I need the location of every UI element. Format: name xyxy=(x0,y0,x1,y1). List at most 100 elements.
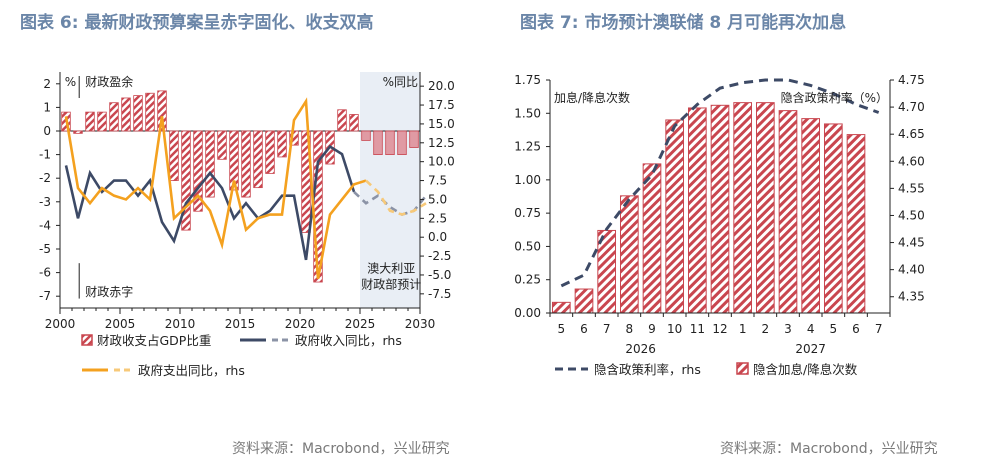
x-tick-label: 2025 xyxy=(345,317,376,331)
hike-count-bar xyxy=(778,110,798,314)
hike-count-bar xyxy=(733,102,753,314)
deficit-bar xyxy=(145,92,155,132)
right-axis-title: 隐含政策利率（%） xyxy=(781,90,888,105)
deficit-bar xyxy=(361,130,371,141)
legend-bar-swatch xyxy=(81,334,93,346)
deficit-bar xyxy=(217,130,227,160)
legend-revenue-label: 政府收入同比，rhs xyxy=(295,333,402,348)
hike-count-bar xyxy=(710,104,730,314)
x-tick-label: 6 xyxy=(852,322,860,336)
deficit-bar xyxy=(373,130,383,156)
left-axis-title: 加息/降息次数 xyxy=(554,90,630,105)
y2-tick-label: 20.0 xyxy=(428,79,455,93)
x-tick-label: 7 xyxy=(875,322,883,336)
y-tick-label: 1.75 xyxy=(514,73,541,87)
deficit-bar xyxy=(277,130,287,158)
forecast-band xyxy=(360,72,420,308)
x-tick-label: 8 xyxy=(626,322,634,336)
deficit-bar xyxy=(265,130,275,174)
y-tick-label: 1.25 xyxy=(514,140,541,154)
hike-count-bar xyxy=(801,118,821,314)
hike-count-bar xyxy=(574,288,594,314)
forecast-annotation-2: 财政部预计 xyxy=(361,277,421,292)
deficit-bar xyxy=(409,130,419,148)
deficit-bar xyxy=(205,130,215,198)
y2-tick-label: 4.35 xyxy=(898,290,925,304)
deficit-annotation: 财政赤字 xyxy=(85,284,133,299)
y2-tick-label: 4.50 xyxy=(898,208,925,222)
legend-bar-swatch xyxy=(736,362,749,375)
y-tick-label: -5 xyxy=(39,242,51,256)
y2-tick-label: 5.0 xyxy=(428,192,447,206)
deficit-bar xyxy=(121,97,131,132)
revenue-line xyxy=(64,144,356,261)
y-tick-label: -6 xyxy=(39,266,51,280)
x-tick-label: 5 xyxy=(830,322,838,336)
left-figure-title: 图表 6: 最新财政预算案呈赤字固化、收支双高 xyxy=(20,13,374,33)
y2-tick-label: 4.70 xyxy=(898,100,925,114)
x-tick-label: 10 xyxy=(667,322,682,336)
x-tick-label: 2015 xyxy=(225,317,256,331)
x-tick-label: 2 xyxy=(762,322,770,336)
right-chart: 0.00 0.25 0.50 0.75 1.00 1.25 1.50 1.75 4.35 4.40… xyxy=(514,73,925,377)
y-tick-label: -4 xyxy=(39,218,51,232)
year-label: 2027 xyxy=(795,342,826,356)
y-tick-label: 0.00 xyxy=(514,306,541,320)
y-tick-label: 0.75 xyxy=(514,206,541,220)
surplus-annotation: 财政盈余 xyxy=(85,74,133,89)
deficit-bar xyxy=(193,130,203,212)
deficit-bar xyxy=(349,114,359,132)
y2-tick-label: 4.75 xyxy=(898,73,925,87)
y2-tick-label: 7.5 xyxy=(428,174,447,188)
y2-tick-label: -7.5 xyxy=(428,287,451,301)
x-tick-label: 9 xyxy=(648,322,656,336)
legend-rate-label: 隐含政策利率，rhs xyxy=(594,362,701,377)
y2-tick-label: 0.0 xyxy=(428,230,447,244)
deficit-bar xyxy=(133,95,143,132)
deficit-bar xyxy=(157,90,167,132)
hike-count-bar xyxy=(687,107,707,314)
x-tick-label: 7 xyxy=(603,322,611,336)
deficit-bar xyxy=(73,130,83,134)
y2-tick-label: 17.5 xyxy=(428,98,455,112)
x-tick-label: 5 xyxy=(558,322,566,336)
y2-tick-label: -2.5 xyxy=(428,249,451,263)
deficit-bar xyxy=(181,130,191,231)
hike-count-bar xyxy=(755,102,775,314)
right-unit-label: %同比 xyxy=(383,75,418,89)
legend-bar-label: 隐含加息/降息次数 xyxy=(753,362,858,377)
y-tick-label: 0.50 xyxy=(514,239,541,253)
deficit-bar xyxy=(337,109,347,132)
x-tick-label: 4 xyxy=(807,322,815,336)
x-tick-label: 11 xyxy=(690,322,705,336)
y2-tick-label: 10.0 xyxy=(428,155,455,169)
deficit-bar xyxy=(397,130,407,156)
y2-tick-label: 2.5 xyxy=(428,211,447,225)
deficit-bar xyxy=(169,130,179,181)
x-tick-label: 2020 xyxy=(285,317,316,331)
y-tick-label: -3 xyxy=(39,195,51,209)
deficit-bar xyxy=(385,130,395,156)
hike-count-bar xyxy=(665,119,685,314)
y-tick-label: 1.50 xyxy=(514,106,541,120)
deficit-bar xyxy=(85,111,95,132)
deficit-bar xyxy=(97,111,107,132)
y2-tick-label: 15.0 xyxy=(428,117,455,131)
x-tick-label: 6 xyxy=(580,322,588,336)
y2-tick-label: 4.65 xyxy=(898,127,925,141)
y-tick-label: 1 xyxy=(43,100,51,114)
x-tick-label: 2030 xyxy=(405,317,436,331)
left-chart: -7 -6 -5 -4 -3 -2 -1 0 1 2 -7.5 -5.0 -2.5 0.0 2.5 5.0 7.… xyxy=(39,72,455,378)
x-tick-label: 12 xyxy=(712,322,727,336)
right-figure-title: 图表 7: 市场预计澳联储 8 月可能再次加息 xyxy=(520,13,847,33)
x-tick-label: 2000 xyxy=(45,317,76,331)
y2-tick-label: 4.60 xyxy=(898,154,925,168)
hike-count-bar xyxy=(642,163,662,314)
expenditure-forecast-line xyxy=(365,179,427,216)
hike-count-bar xyxy=(619,195,639,314)
y-tick-label: 0.25 xyxy=(514,273,541,287)
legend-bar-label: 财政收支占GDP比重 xyxy=(97,333,211,348)
left-unit-label: % xyxy=(65,75,76,89)
y2-tick-label: 12.5 xyxy=(428,136,455,150)
deficit-bar xyxy=(229,130,239,191)
